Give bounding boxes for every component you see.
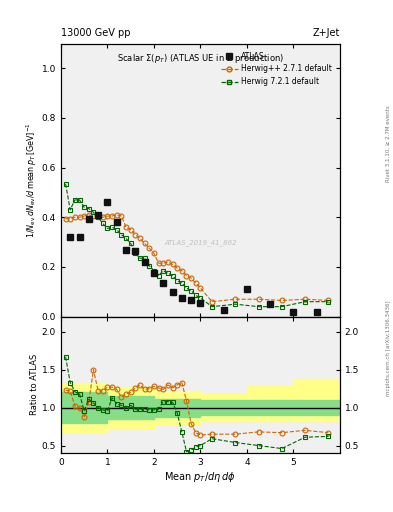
- Text: ATLAS_2019_41_862: ATLAS_2019_41_862: [164, 240, 237, 246]
- Text: Scalar $\Sigma(p_T)$ (ATLAS UE in Z production): Scalar $\Sigma(p_T)$ (ATLAS UE in Z prod…: [117, 52, 284, 65]
- Legend: ATLAS, Herwig++ 2.7.1 default, Herwig 7.2.1 default: ATLAS, Herwig++ 2.7.1 default, Herwig 7.…: [220, 50, 333, 88]
- Y-axis label: $1/N_{\rm ev}\,dN_{\rm ev}/d\,{\rm mean}\,p_T\,[{\rm GeV}]^{-1}$: $1/N_{\rm ev}\,dN_{\rm ev}/d\,{\rm mean}…: [24, 122, 39, 238]
- Text: Z+Jet: Z+Jet: [312, 28, 340, 38]
- Text: mcplots.cern.ch [arXiv:1306.3436]: mcplots.cern.ch [arXiv:1306.3436]: [386, 301, 391, 396]
- X-axis label: Mean $p_T/d\eta\,d\phi$: Mean $p_T/d\eta\,d\phi$: [165, 470, 236, 484]
- Y-axis label: Ratio to ATLAS: Ratio to ATLAS: [30, 354, 39, 415]
- Text: 13000 GeV pp: 13000 GeV pp: [61, 28, 130, 38]
- Text: Rivet 3.1.10, ≥ 2.7M events: Rivet 3.1.10, ≥ 2.7M events: [386, 105, 391, 182]
